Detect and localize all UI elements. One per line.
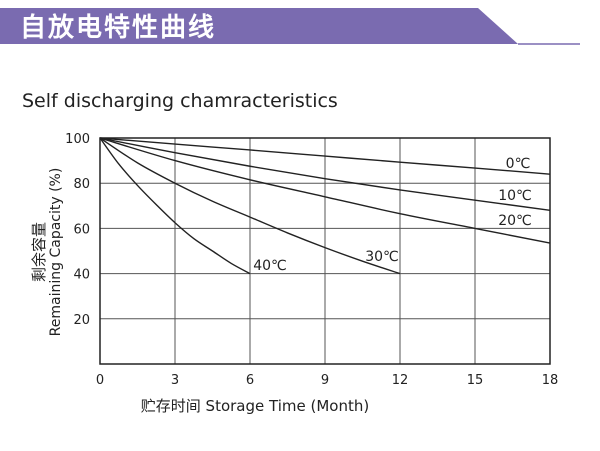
x-tick-label: 15 — [467, 373, 484, 388]
series-line — [99, 137, 551, 244]
x-tick-label: 3 — [171, 373, 179, 388]
y-tick-label: 60 — [73, 222, 90, 237]
y-axis-label-cn: 剩余容量 — [30, 222, 48, 282]
series-label: 20℃ — [498, 213, 532, 229]
x-tick-label: 12 — [392, 373, 409, 388]
series-label: 40℃ — [253, 258, 287, 274]
y-tick-label: 40 — [73, 268, 90, 283]
x-tick-label: 9 — [321, 373, 329, 388]
series-line — [99, 137, 251, 275]
y-axis-label: Remaining Capacity (%) — [48, 168, 64, 337]
y-tick-label: 20 — [73, 313, 90, 328]
header-banner — [0, 8, 580, 45]
series-line — [99, 137, 551, 212]
x-tick-label: 0 — [96, 373, 104, 388]
x-tick-label: 6 — [246, 373, 254, 388]
series-label: 30℃ — [365, 249, 399, 265]
banner-shape — [0, 8, 518, 44]
y-tick-label: 80 — [73, 177, 90, 192]
series-label: 0℃ — [506, 156, 531, 172]
page-title: 自放电特性曲线 — [20, 13, 217, 43]
x-tick-label: 18 — [542, 373, 559, 388]
series-line — [99, 137, 401, 275]
chart-subtitle: Self discharging chamracteristics — [22, 90, 338, 112]
y-tick-label: 100 — [65, 132, 90, 147]
plot-frame — [99, 137, 551, 365]
x-axis-label: 贮存时间 Storage Time (Month) — [141, 397, 369, 415]
series-line — [99, 137, 551, 175]
series-label: 10℃ — [498, 188, 532, 204]
